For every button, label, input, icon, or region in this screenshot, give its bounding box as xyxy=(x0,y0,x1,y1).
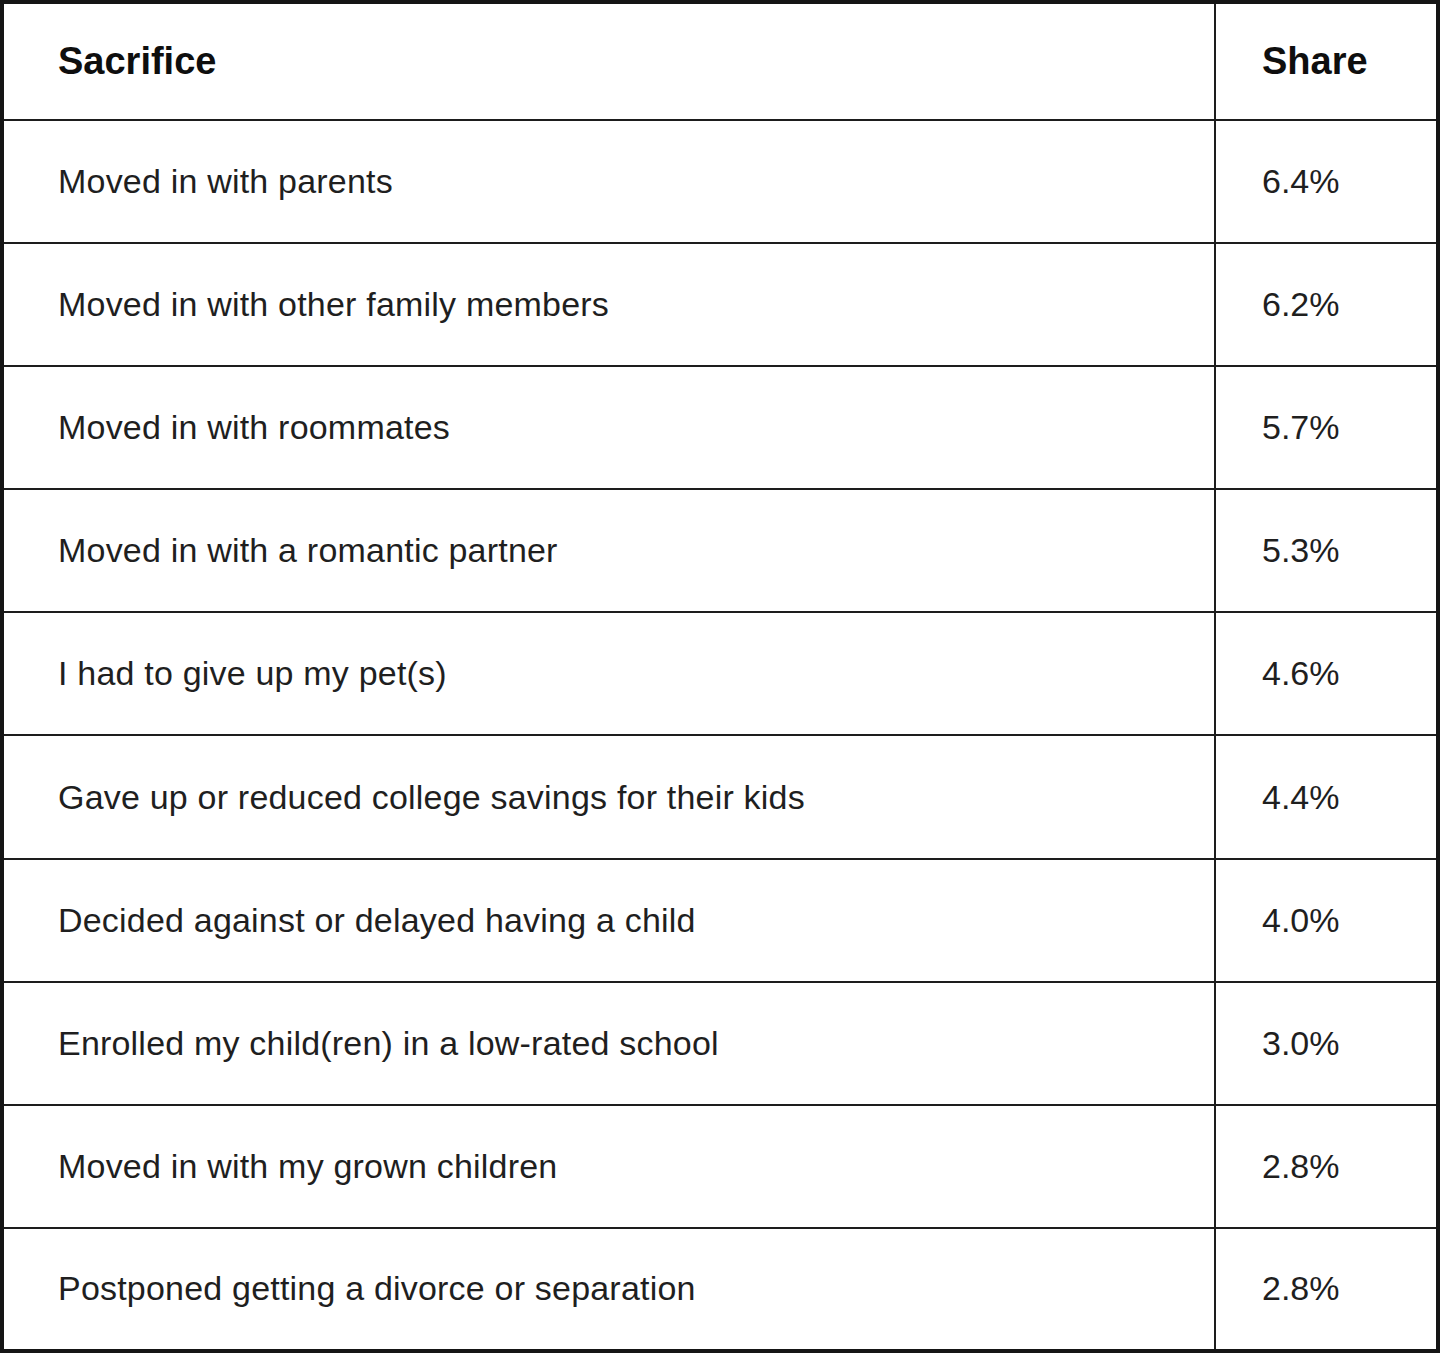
table-row: Decided against or delayed having a chil… xyxy=(2,859,1438,982)
table-row: Moved in with parents6.4% xyxy=(2,120,1438,243)
column-header-sacrifice: Sacrifice xyxy=(2,2,1215,120)
table-row: Gave up or reduced college savings for t… xyxy=(2,735,1438,858)
sacrifice-cell: Moved in with other family members xyxy=(2,243,1215,366)
table-row: I had to give up my pet(s)4.6% xyxy=(2,612,1438,735)
share-cell: 3.0% xyxy=(1215,982,1438,1105)
sacrifice-cell: Enrolled my child(ren) in a low-rated sc… xyxy=(2,982,1215,1105)
table-body: Moved in with parents6.4%Moved in with o… xyxy=(2,120,1438,1351)
share-cell: 2.8% xyxy=(1215,1228,1438,1351)
column-header-share: Share xyxy=(1215,2,1438,120)
share-cell: 4.4% xyxy=(1215,735,1438,858)
share-cell: 4.0% xyxy=(1215,859,1438,982)
table-row: Postponed getting a divorce or separatio… xyxy=(2,1228,1438,1351)
share-cell: 5.7% xyxy=(1215,366,1438,489)
sacrifice-cell: Moved in with a romantic partner xyxy=(2,489,1215,612)
header-row: Sacrifice Share xyxy=(2,2,1438,120)
sacrifice-cell: Moved in with my grown children xyxy=(2,1105,1215,1228)
table-row: Enrolled my child(ren) in a low-rated sc… xyxy=(2,982,1438,1105)
table-row: Moved in with roommates5.7% xyxy=(2,366,1438,489)
page: Sacrifice Share Moved in with parents6.4… xyxy=(0,0,1440,1353)
share-cell: 4.6% xyxy=(1215,612,1438,735)
table-row: Moved in with a romantic partner5.3% xyxy=(2,489,1438,612)
table-header: Sacrifice Share xyxy=(2,2,1438,120)
sacrifice-cell: Gave up or reduced college savings for t… xyxy=(2,735,1215,858)
share-cell: 5.3% xyxy=(1215,489,1438,612)
share-cell: 6.2% xyxy=(1215,243,1438,366)
share-cell: 2.8% xyxy=(1215,1105,1438,1228)
table-row: Moved in with my grown children2.8% xyxy=(2,1105,1438,1228)
sacrifice-cell: Moved in with parents xyxy=(2,120,1215,243)
sacrifice-cell: Moved in with roommates xyxy=(2,366,1215,489)
share-cell: 6.4% xyxy=(1215,120,1438,243)
sacrifice-share-table: Sacrifice Share Moved in with parents6.4… xyxy=(0,0,1440,1353)
sacrifice-cell: Decided against or delayed having a chil… xyxy=(2,859,1215,982)
sacrifice-cell: I had to give up my pet(s) xyxy=(2,612,1215,735)
table-row: Moved in with other family members6.2% xyxy=(2,243,1438,366)
sacrifice-cell: Postponed getting a divorce or separatio… xyxy=(2,1228,1215,1351)
